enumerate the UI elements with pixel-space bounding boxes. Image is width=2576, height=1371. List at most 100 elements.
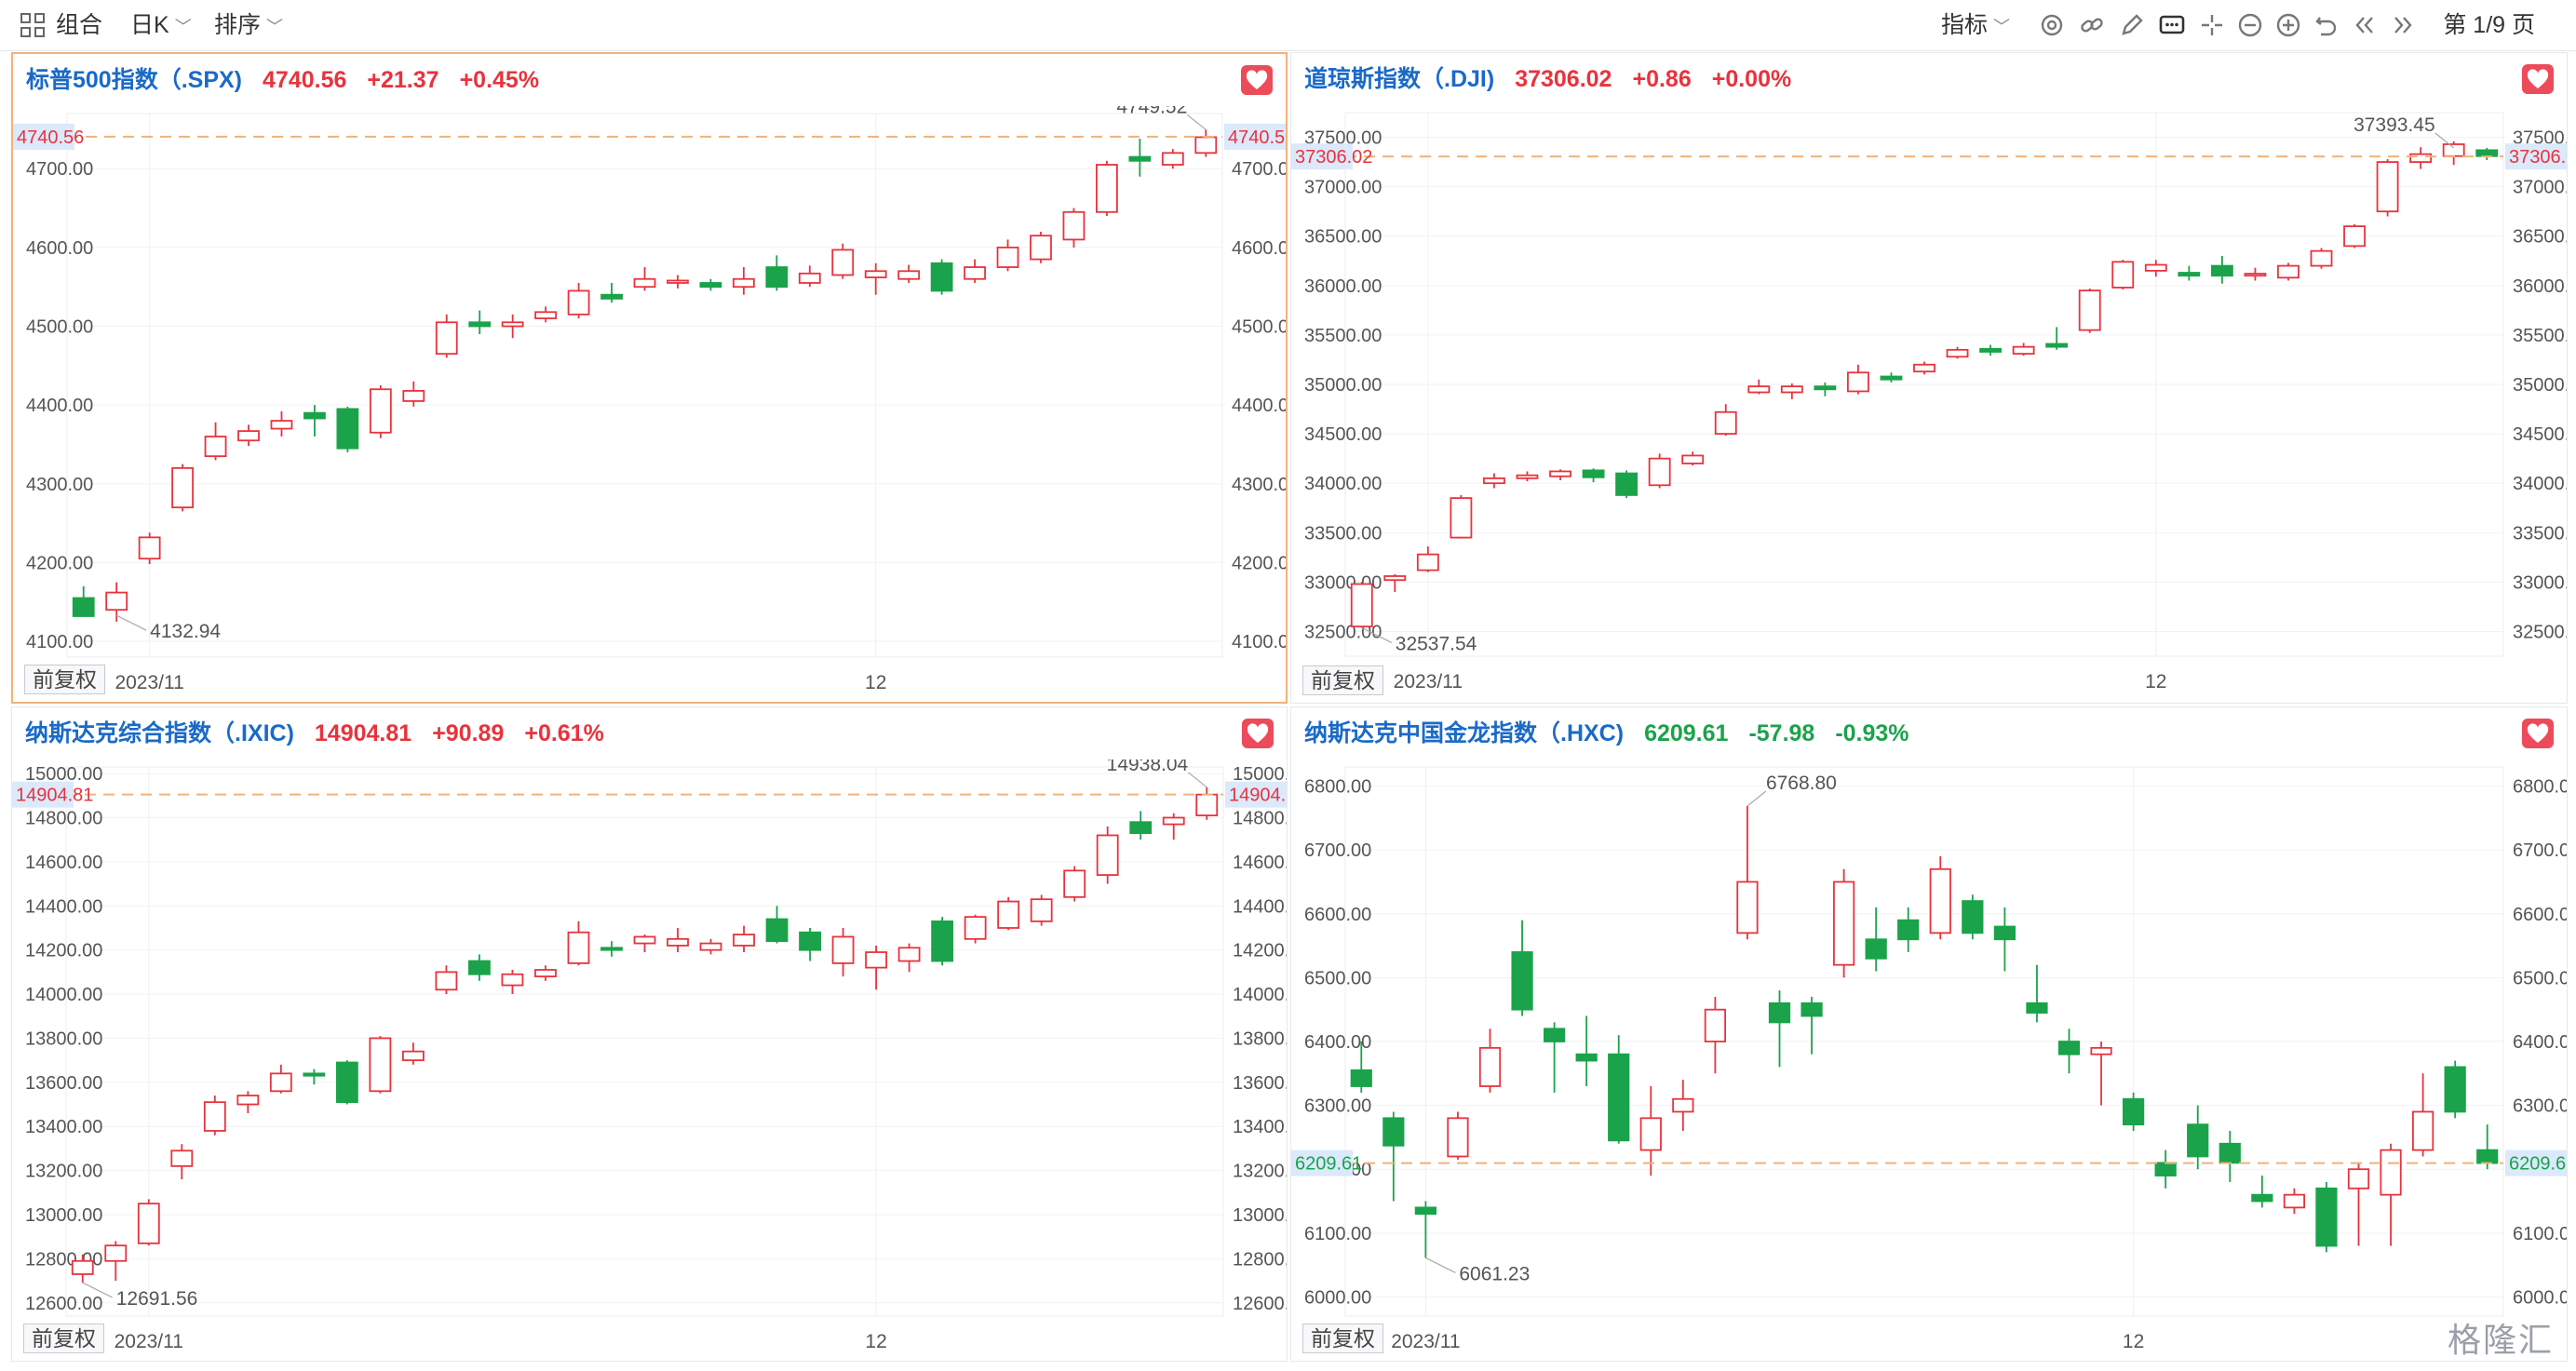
y-tick-label-left: 34000.00 bbox=[1304, 474, 1382, 494]
y-tick-label-right: 14800.00 bbox=[1233, 808, 1287, 828]
y-tick-label-right: 33500.00 bbox=[2513, 523, 2567, 544]
candle-body bbox=[765, 918, 789, 943]
candle-body bbox=[600, 293, 623, 300]
candlestick-chart[interactable]: 4100.00 4100.00 4200.00 4200.00 4300.00 4300.… bbox=[13, 106, 1286, 702]
last-price-badge-left-text: 37306.02 bbox=[1295, 147, 1372, 168]
price-adjust-button[interactable]: 前复权 bbox=[1302, 1324, 1383, 1353]
undo-icon[interactable] bbox=[2312, 10, 2341, 40]
candle-body bbox=[270, 420, 293, 430]
toolbar: 组合 日K ﹀ 排序 ﹀ 指标 ﹀ 第 1/9 页 bbox=[0, 0, 2576, 51]
link-icon[interactable] bbox=[2077, 10, 2107, 40]
candle-body bbox=[865, 951, 888, 969]
candle-body bbox=[964, 916, 987, 940]
candle-body bbox=[2026, 1001, 2048, 1015]
candle-body bbox=[1615, 472, 1639, 496]
candle-body bbox=[2144, 263, 2167, 272]
zoom-out-icon[interactable] bbox=[2235, 10, 2265, 40]
last-price-badge-right bbox=[2505, 143, 2567, 170]
y-tick-label-left: 13400.00 bbox=[25, 1117, 102, 1137]
candle-body bbox=[1865, 938, 1887, 960]
plot-area bbox=[65, 766, 1224, 1317]
last-price-badge-right bbox=[1225, 781, 1287, 808]
candle-body bbox=[204, 436, 227, 458]
zoom-in-icon[interactable] bbox=[2273, 10, 2303, 40]
y-tick-label-left: 4200.00 bbox=[26, 553, 93, 573]
candle-body bbox=[1736, 880, 1759, 934]
y-tick-label-right: 4600.00 bbox=[1232, 238, 1286, 259]
y-tick-label-left: 6000.00 bbox=[1304, 1287, 1371, 1308]
crosshair-icon[interactable] bbox=[2197, 10, 2227, 40]
y-tick-label-right: 35000.00 bbox=[2513, 375, 2567, 396]
candle-body bbox=[369, 1037, 392, 1093]
favorite-heart-icon[interactable] bbox=[1241, 65, 1273, 95]
y-tick-label-left: 34500.00 bbox=[1304, 424, 1382, 445]
chevron-down-icon: ﹀ bbox=[1993, 18, 2011, 36]
candle-body bbox=[831, 249, 855, 276]
candle-body bbox=[1063, 869, 1086, 898]
candle-body bbox=[2277, 264, 2300, 279]
candlestick-chart[interactable]: 32500.0032500.0033000.0033000.0033500.00… bbox=[1291, 105, 2567, 701]
y-tick-label-left: 13600.00 bbox=[25, 1073, 102, 1094]
candle-body bbox=[1096, 164, 1118, 213]
candle-body bbox=[831, 935, 855, 964]
y-tick-label-left: 37000.00 bbox=[1304, 178, 1382, 198]
combine-button[interactable]: 组合 bbox=[56, 12, 103, 38]
y-tick-label-right: 6100.00 bbox=[2513, 1224, 2567, 1244]
page-indicator: 第 1/9 页 bbox=[2443, 12, 2535, 38]
last-price: 37306.02 bbox=[1515, 66, 1612, 92]
scroll-left-icon[interactable] bbox=[2350, 10, 2380, 40]
candle-body bbox=[1161, 152, 1184, 166]
high-annotation-label: 4749.52 bbox=[1116, 106, 1187, 117]
sort-label: 排序 bbox=[214, 12, 262, 38]
sort-dropdown[interactable]: 排序 ﹀ bbox=[214, 0, 283, 50]
price-change: +0.86 bbox=[1632, 66, 1692, 92]
favorite-heart-icon[interactable] bbox=[1242, 719, 1274, 748]
candle-body bbox=[1946, 348, 1969, 358]
period-dropdown[interactable]: 日K ﹀ bbox=[130, 0, 192, 50]
y-tick-label-right: 13200.00 bbox=[1233, 1162, 1287, 1182]
candlestick-chart[interactable]: 12600.0012600.0012800.0012800.0013000.00… bbox=[12, 759, 1287, 1361]
y-tick-label-right: 6700.00 bbox=[2513, 840, 2567, 861]
chevron-down-icon: ﹀ bbox=[174, 18, 192, 36]
y-tick-label-left: 35500.00 bbox=[1304, 326, 1382, 346]
last-price-badge-left-text: 6209.61 bbox=[1295, 1154, 1362, 1175]
candle-body bbox=[1801, 1001, 1823, 1017]
low-annotation-label: 4132.94 bbox=[150, 621, 221, 642]
price-adjust-button[interactable]: 前复权 bbox=[23, 1324, 104, 1353]
pen-icon[interactable] bbox=[2117, 10, 2147, 40]
candle-body bbox=[1162, 816, 1185, 826]
comment-icon[interactable] bbox=[2157, 10, 2187, 40]
layout-grid-icon[interactable] bbox=[20, 13, 47, 39]
index-name: 纳斯达克中国金龙指数（.HXC) bbox=[1304, 720, 1625, 746]
candle-body bbox=[269, 1072, 292, 1093]
price-change: +21.37 bbox=[367, 67, 439, 93]
chart-panel-ixic[interactable]: 纳斯达克综合指数（.IXIC) 14904.81 +90.89 +0.61% 1260… bbox=[11, 706, 1288, 1362]
chart-panel-spx[interactable]: 标普500指数（.SPX) 4740.56 +21.37 +0.45% 4100.00… bbox=[11, 52, 1288, 704]
favorite-heart-icon[interactable] bbox=[2522, 64, 2554, 94]
candle-body bbox=[1768, 1001, 1791, 1024]
y-tick-label-right: 36500.00 bbox=[2513, 227, 2567, 248]
price-adjust-button[interactable]: 前复权 bbox=[1302, 665, 1383, 695]
y-tick-label-right: 33000.00 bbox=[2513, 572, 2567, 593]
price-adjust-button[interactable]: 前复权 bbox=[24, 665, 105, 694]
y-tick-label-left: 13000.00 bbox=[25, 1205, 102, 1226]
indicator-dropdown[interactable]: 指标 ﹀ bbox=[1941, 0, 2010, 50]
chevron-down-icon: ﹀ bbox=[266, 18, 284, 36]
candlestick-chart[interactable]: 6000.006000.006100.006100.006200.006200.… bbox=[1291, 759, 2567, 1361]
chart-panel-dji[interactable]: 道琼斯指数（.DJI) 37306.02 +0.86 +0.00% 32500.00 3… bbox=[1290, 52, 2568, 704]
y-tick-label-left: 13800.00 bbox=[25, 1028, 102, 1049]
high-annotation-line bbox=[2434, 132, 2455, 149]
favorite-heart-icon[interactable] bbox=[2522, 719, 2554, 748]
scroll-right-icon[interactable] bbox=[2388, 10, 2418, 40]
candle-body bbox=[468, 960, 491, 975]
y-tick-label-left: 33500.00 bbox=[1304, 523, 1382, 544]
price-change: -57.98 bbox=[1748, 720, 1815, 746]
chart-panel-hxc[interactable]: 纳斯达克中国金龙指数（.HXC) 6209.61 -57.98 -0.93% 6000… bbox=[1290, 706, 2568, 1362]
candle-body bbox=[633, 935, 656, 945]
candle-body bbox=[2251, 1193, 2273, 1203]
y-tick-label-right: 13400.00 bbox=[1233, 1117, 1287, 1137]
candle-body bbox=[699, 282, 722, 289]
settings-icon[interactable] bbox=[2037, 10, 2067, 40]
candle-body bbox=[1062, 210, 1086, 241]
y-tick-label-right: 6800.00 bbox=[2513, 777, 2567, 798]
